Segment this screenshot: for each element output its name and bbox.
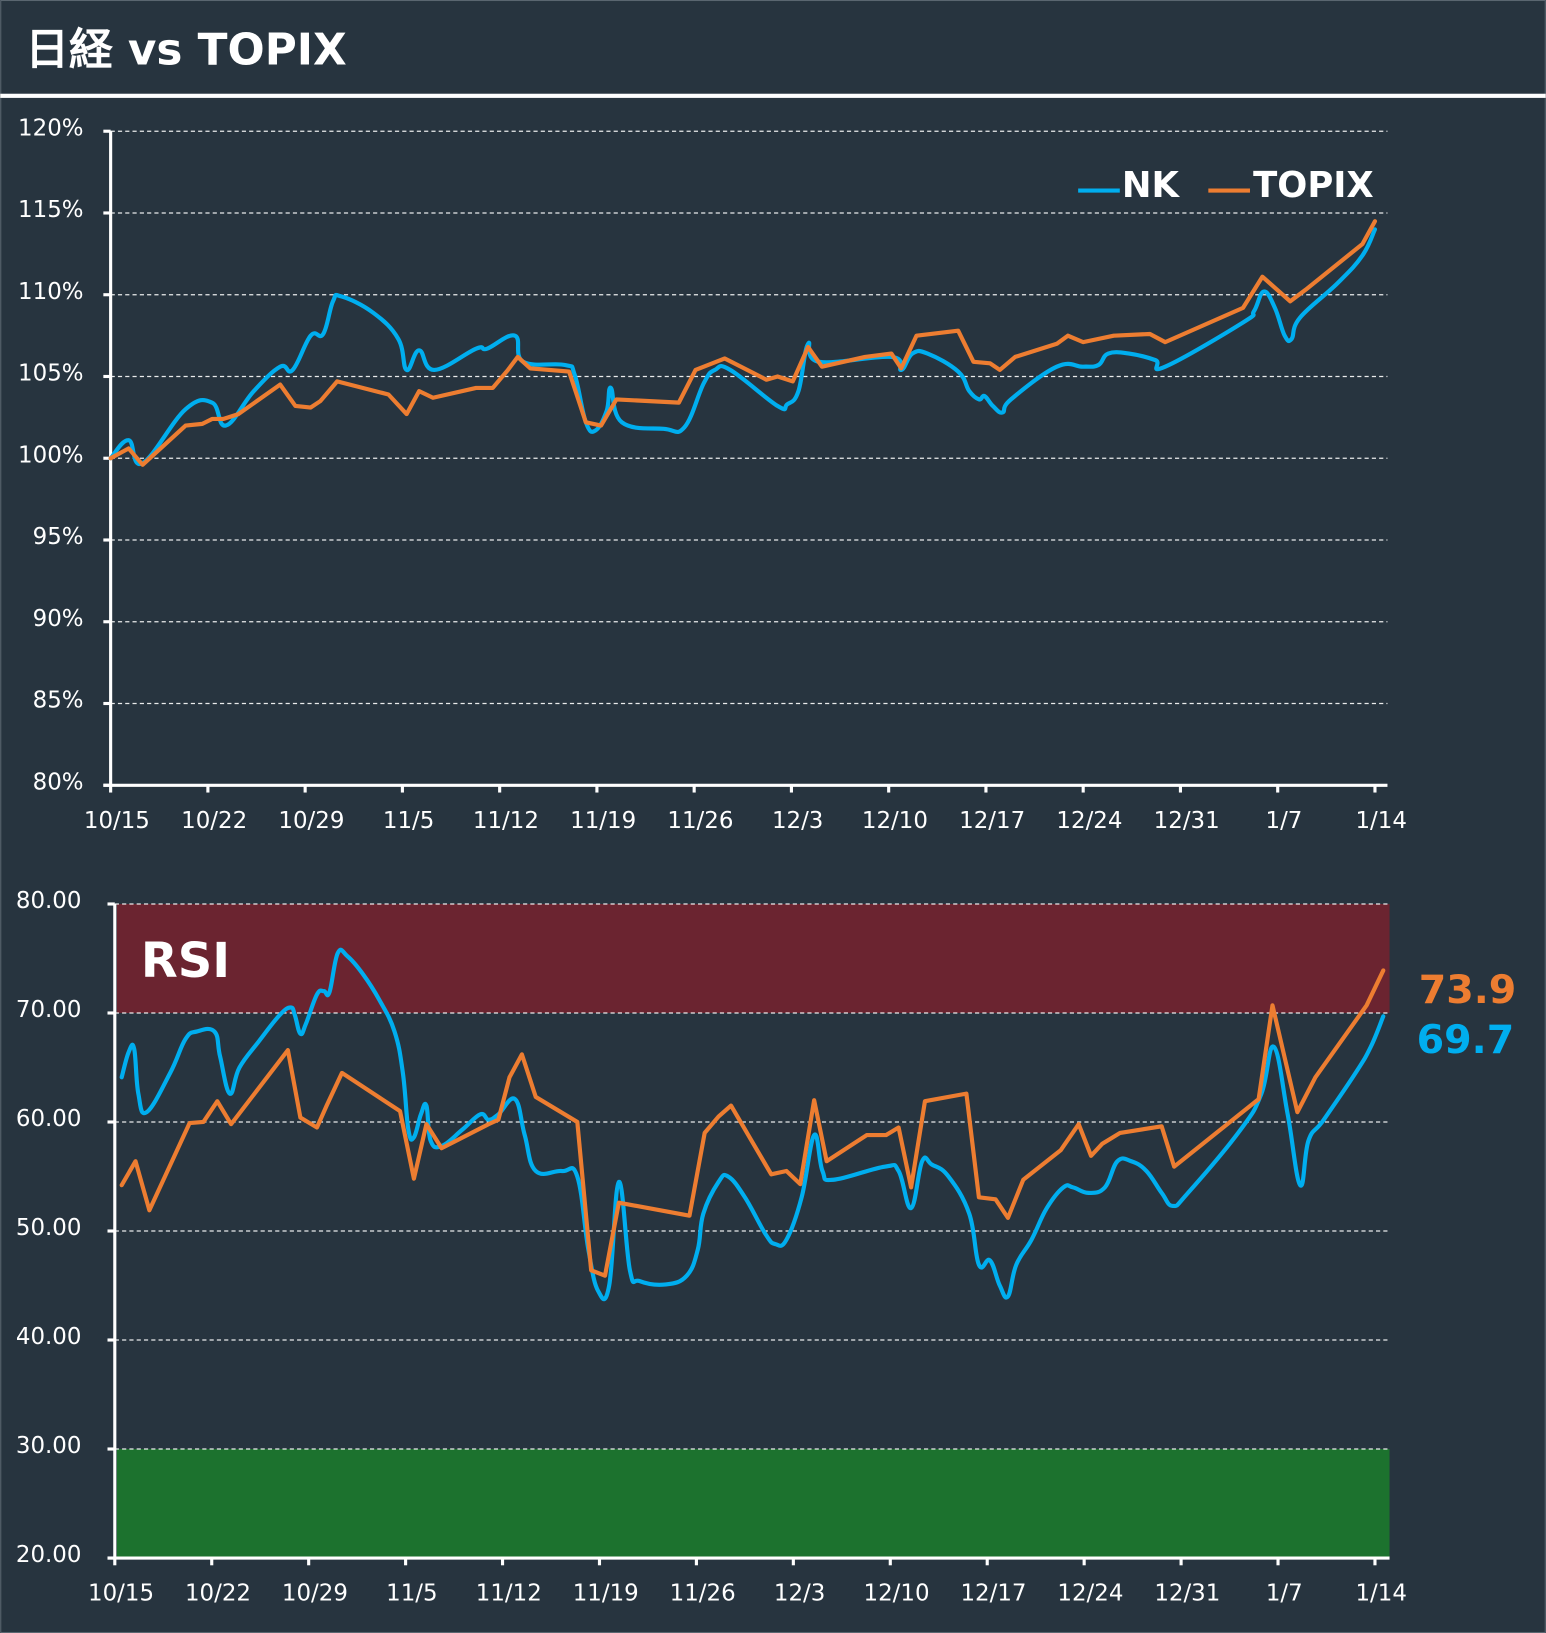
chart-legend: NK TOPIX (1078, 165, 1374, 206)
y-tick-label: 120% (18, 115, 83, 141)
y-tick-label: 80.00 (16, 888, 82, 914)
x-tick-label: 12/3 (774, 1581, 825, 1607)
series-line-topix (108, 219, 1378, 467)
performance-chart: 80% 85% 90% 95% 100% 105% 110% 115% 120% 10/15 10/… (18, 115, 1407, 834)
y-tick-label: 85% (33, 688, 84, 714)
x-tick-label: 12/31 (1154, 1581, 1220, 1607)
x-tick-label: 12/10 (862, 808, 928, 834)
x-tick-label: 11/12 (473, 808, 539, 834)
y-tick-label: 50.00 (16, 1215, 82, 1241)
oversold-band (116, 1449, 1390, 1559)
x-tick-label: 1/14 (1355, 808, 1406, 834)
y-tick-label: 115% (18, 197, 83, 223)
x-tick-label: 11/19 (570, 808, 636, 834)
y-tick-label: 90% (33, 606, 84, 632)
legend-topix-label: TOPIX (1253, 165, 1374, 206)
y-tick-label: 70.00 (16, 997, 82, 1023)
x-tick-label: 10/15 (84, 808, 150, 834)
x-tick-label: 12/24 (1056, 808, 1122, 834)
x-tick-label: 10/29 (278, 808, 344, 834)
rsi-chart: 20.00 30.00 40.00 50.00 60.00 70.00 80.00 10/15… (16, 888, 1407, 1607)
y-tick-label: 20.00 (16, 1542, 82, 1568)
x-tick-label: 1/7 (1266, 808, 1303, 834)
y-tick-label: 95% (33, 524, 84, 550)
page-title: 日経 vs TOPIX (25, 25, 347, 76)
series-line-topix (119, 968, 1386, 1278)
series-line-nk (119, 947, 1386, 1302)
x-tick-label: 11/5 (383, 808, 434, 834)
x-tick-label: 12/31 (1154, 808, 1220, 834)
y-tick-label: 30.00 (16, 1433, 82, 1459)
x-tick-label: 10/22 (181, 808, 247, 834)
x-tick-label: 12/17 (960, 1581, 1026, 1607)
x-tick-label: 1/14 (1355, 1581, 1406, 1607)
x-tick-label: 10/29 (282, 1581, 348, 1607)
x-tick-label: 12/24 (1057, 1581, 1123, 1607)
x-tick-label: 12/3 (772, 808, 823, 834)
y-tick-label: 105% (18, 361, 83, 387)
y-tick-label: 110% (18, 279, 83, 305)
x-tick-label: 11/5 (386, 1581, 437, 1607)
y-tick-label: 100% (18, 442, 83, 468)
x-tick-label: 10/22 (185, 1581, 251, 1607)
rsi-label: RSI (141, 934, 230, 989)
legend-nk-label: NK (1122, 165, 1181, 206)
y-tick-label: 40.00 (16, 1324, 82, 1350)
series-line-nk (108, 227, 1378, 467)
x-tick-label: 1/7 (1266, 1581, 1303, 1607)
rsi-last-value-nk: 69.7 (1417, 1017, 1515, 1063)
overbought-band (116, 903, 1390, 1013)
rsi-last-value-topix: 73.9 (1419, 967, 1517, 1013)
y-tick-label: 80% (33, 769, 84, 795)
x-tick-label: 11/26 (667, 808, 733, 834)
x-tick-label: 11/12 (476, 1581, 542, 1607)
x-tick-label: 12/10 (864, 1581, 930, 1607)
x-tick-label: 11/19 (573, 1581, 639, 1607)
x-tick-label: 10/15 (88, 1581, 154, 1607)
title-divider (0, 93, 1546, 98)
y-tick-label: 60.00 (16, 1106, 82, 1132)
x-tick-label: 11/26 (670, 1581, 736, 1607)
x-tick-label: 12/17 (959, 808, 1025, 834)
